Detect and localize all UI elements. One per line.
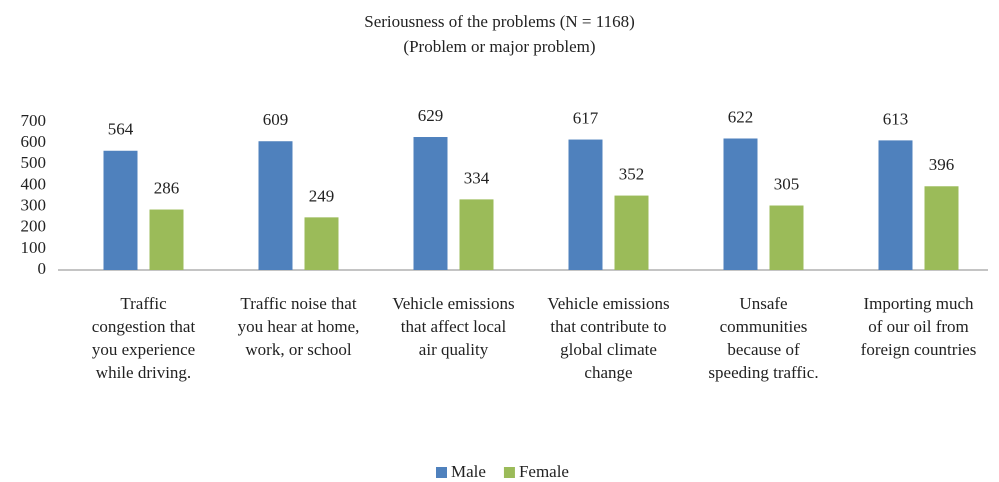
legend-swatch [436,467,447,478]
data-label: 286 [154,178,180,197]
data-label: 305 [774,174,800,193]
chart-subtitle: (Problem or major problem) [403,37,596,56]
y-tick-label: 100 [21,238,47,257]
data-label: 629 [418,106,444,125]
y-tick-label: 200 [21,217,47,236]
bar [769,205,804,270]
legend-swatch [503,467,515,478]
chart-title: Seriousness of the problems (N = 1168) [364,12,635,31]
x-tick-label: Importing much of our oil from foreign c… [860,294,977,359]
x-tick-label: Traffic noise that you hear at home, wor… [237,294,360,359]
bar [304,217,339,270]
y-tick-label: 400 [21,174,47,193]
x-tick-label: Unsafe communities because of speeding t… [708,294,819,382]
legend-label: Female [519,462,569,481]
y-tick-label: 300 [21,195,47,214]
data-label: 617 [573,108,599,127]
bar [568,139,603,270]
bar [413,137,448,270]
data-label: 609 [263,110,289,129]
data-label: 249 [309,186,335,205]
x-tick-label: Traffic congestion that you experience w… [91,294,196,382]
data-label: 396 [929,155,955,174]
data-label: 564 [108,120,134,139]
data-label: 352 [619,164,645,183]
bar [723,138,758,270]
data-label: 622 [728,107,754,126]
bar [103,150,138,270]
y-tick-label: 600 [21,132,47,151]
bar [149,209,184,270]
y-tick-label: 0 [38,259,47,278]
x-tick-label: Vehicle emissions that contribute to glo… [547,294,670,382]
bar [878,140,913,270]
y-tick-label: 700 [21,111,47,130]
bar [459,199,494,270]
bar [924,186,959,270]
data-label: 613 [883,109,909,128]
bar [614,195,649,270]
data-label: 334 [464,168,490,187]
legend-label: Male [451,462,486,481]
y-tick-label: 500 [21,153,47,172]
x-tick-label: Vehicle emissions that affect local air … [392,294,515,359]
bar [258,141,293,270]
